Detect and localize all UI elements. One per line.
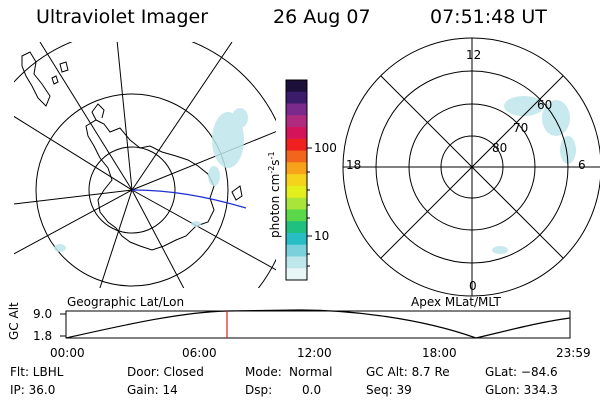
colorbar-tick-10: 10 bbox=[314, 229, 330, 243]
colorbar-band bbox=[286, 162, 307, 175]
orbit-plot bbox=[60, 309, 571, 339]
mlat-label-80: 80 bbox=[492, 141, 508, 155]
seq-status: Seq: 39 bbox=[366, 383, 412, 397]
orbit-xtick: 18:00 bbox=[422, 346, 457, 360]
ip-status: IP: 36.0 bbox=[10, 383, 56, 397]
colorbar-band bbox=[286, 174, 307, 187]
colorbar-band bbox=[286, 232, 307, 246]
colorbar bbox=[285, 79, 312, 281]
orbit-ytick-bottom: 1.8 bbox=[33, 329, 53, 343]
colorbar-tick-100: 100 bbox=[314, 141, 337, 155]
colorbar-band bbox=[286, 185, 307, 199]
geographic-map bbox=[14, 42, 276, 288]
colorbar-band bbox=[286, 150, 307, 163]
colorbar-band bbox=[286, 115, 307, 128]
filter-status: Flt: LBHL bbox=[10, 365, 64, 379]
gain-status: Gain: 14 bbox=[127, 383, 178, 397]
gc-alt-status: GC Alt: 8.7 Re bbox=[366, 365, 450, 379]
app-title: Ultraviolet Imager bbox=[36, 6, 209, 28]
orbit-ylabel: GC Alt bbox=[7, 302, 21, 340]
colorbar-band bbox=[286, 197, 307, 210]
glat-status: GLat: −84.6 bbox=[485, 365, 558, 379]
mlt-label-0: 0 bbox=[469, 279, 477, 293]
colorbar-band bbox=[286, 209, 307, 222]
geographic-label: Geographic Lat/Lon bbox=[67, 295, 185, 309]
image-time: 07:51:48 UT bbox=[430, 6, 547, 28]
image-date: 26 Aug 07 bbox=[273, 6, 371, 28]
colorbar-band bbox=[286, 103, 307, 116]
orbit-xtick: 12:00 bbox=[297, 346, 332, 360]
mlt-label-6: 6 bbox=[578, 158, 586, 172]
colorbar-unit-label: photon cm-2s-1 bbox=[267, 151, 282, 238]
colorbar-band bbox=[286, 138, 307, 152]
magnetic-map bbox=[342, 37, 600, 297]
colorbar-band bbox=[286, 127, 307, 140]
colorbar-band bbox=[286, 91, 307, 105]
door-status: Door: Closed bbox=[127, 365, 204, 379]
orbit-xtick: 00:00 bbox=[50, 346, 85, 360]
colorbar-band bbox=[286, 221, 307, 234]
apex-label: Apex MLat/MLT bbox=[411, 295, 501, 309]
glon-status: GLon: 334.3 bbox=[485, 383, 558, 397]
mlat-label-70: 70 bbox=[513, 121, 529, 135]
colorbar-band bbox=[286, 244, 307, 257]
colorbar-band bbox=[286, 268, 307, 281]
orbit-xtick: 06:00 bbox=[182, 346, 217, 360]
colorbar-band bbox=[286, 80, 307, 93]
dsp-label: Dsp: bbox=[245, 383, 273, 397]
mlt-label-18: 18 bbox=[346, 158, 362, 172]
mode-label: Mode: bbox=[245, 365, 282, 379]
mlt-label-12: 12 bbox=[466, 48, 482, 62]
dsp-value: 0.0 bbox=[302, 383, 322, 397]
orbit-ytick-top: 9.0 bbox=[33, 307, 53, 321]
colorbar-band bbox=[286, 256, 307, 269]
mode-value: Normal bbox=[289, 365, 333, 379]
orbit-xtick: 23:59 bbox=[556, 346, 591, 360]
mlat-label-60: 60 bbox=[537, 98, 553, 112]
